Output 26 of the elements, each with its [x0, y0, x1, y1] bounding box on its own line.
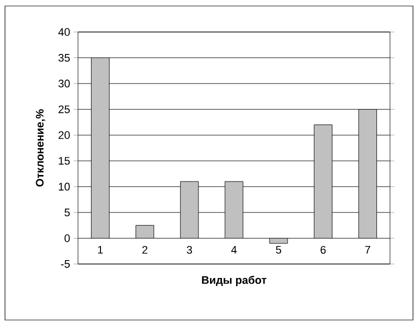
x-tick-label: 5: [276, 246, 282, 254]
x-axis-title: Виды работ: [202, 276, 266, 286]
x-tick-label: 3: [186, 246, 192, 254]
x-tick-label: 6: [320, 246, 326, 254]
y-axis-title: Отклонение,%: [36, 109, 46, 187]
y-tick-label: 0: [64, 234, 70, 242]
bar: [358, 109, 377, 238]
y-tick-label: 15: [58, 157, 70, 165]
y-tick-label: -5: [60, 260, 70, 268]
x-tick-label: 2: [142, 246, 148, 254]
y-tick-label: 30: [58, 80, 70, 88]
y-tick-label: 40: [58, 28, 70, 36]
bar: [91, 58, 110, 238]
y-tick-label: 5: [64, 208, 70, 216]
bar: [180, 181, 199, 238]
x-tick-label: 4: [231, 246, 237, 254]
bar: [136, 225, 154, 238]
x-tick-label: 1: [98, 246, 103, 254]
y-tick-label: 35: [58, 54, 70, 62]
bar: [224, 181, 244, 238]
bar: [269, 238, 288, 244]
y-tick-label: 10: [58, 182, 70, 191]
y-tick-label: 20: [58, 131, 70, 139]
y-tick-label: 25: [58, 105, 70, 114]
bar: [314, 124, 332, 238]
x-tick-label: 7: [365, 246, 370, 254]
